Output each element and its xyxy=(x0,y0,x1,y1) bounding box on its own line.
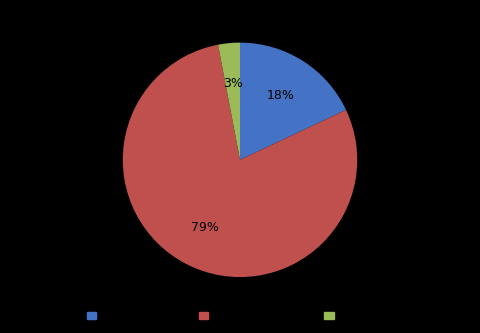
Text: 18%: 18% xyxy=(267,89,295,102)
Wedge shape xyxy=(218,43,240,160)
Text: 3%: 3% xyxy=(223,78,243,91)
Legend: Wages & Salaries, Operating Expenses, Safety Net: Wages & Salaries, Operating Expenses, Sa… xyxy=(83,307,397,325)
Wedge shape xyxy=(123,45,357,277)
Wedge shape xyxy=(240,43,346,160)
Text: 79%: 79% xyxy=(192,221,219,234)
